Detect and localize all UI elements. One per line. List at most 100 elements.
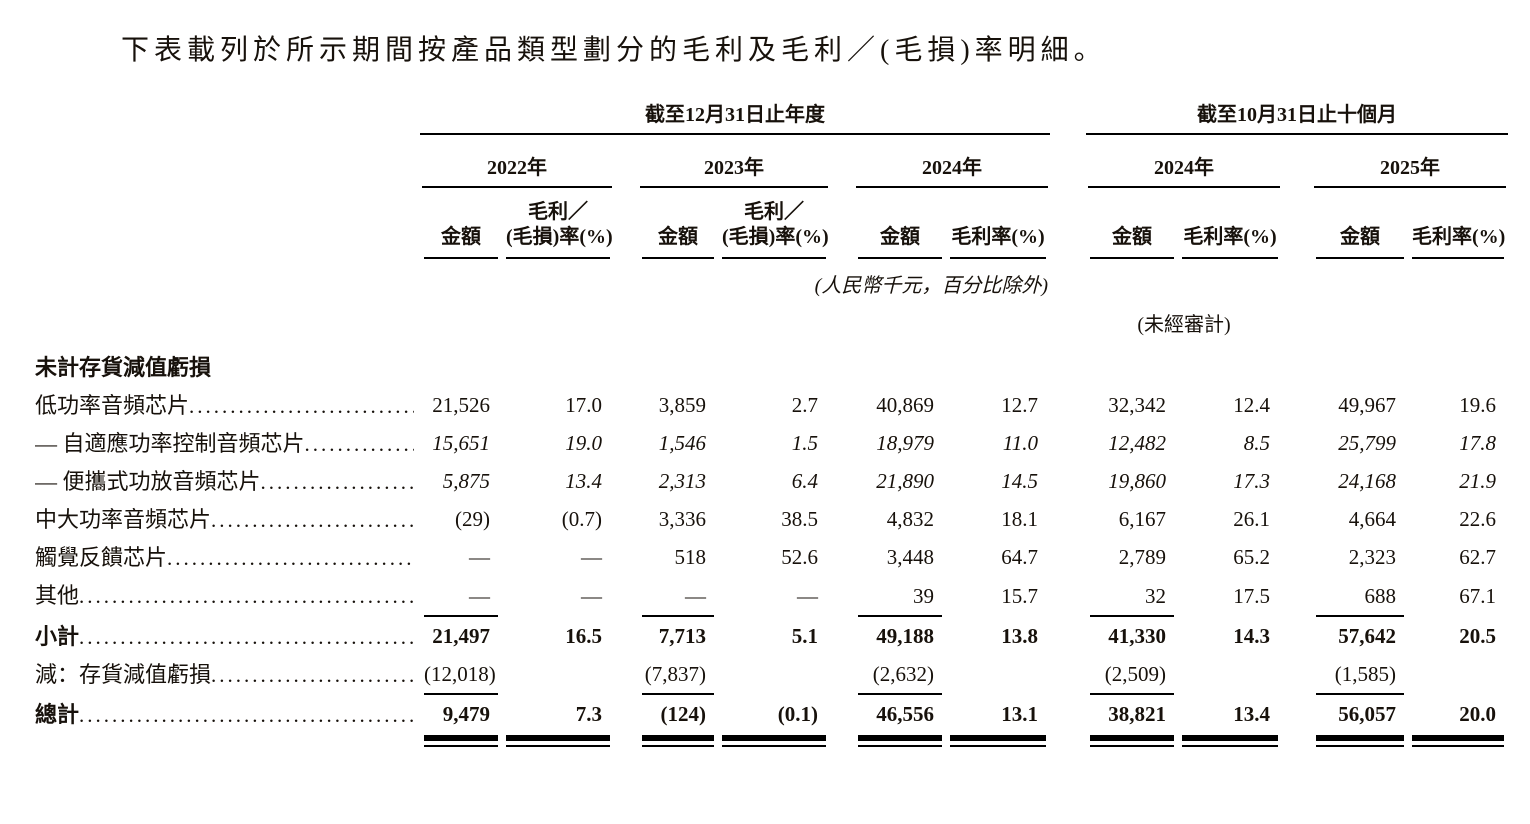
amount-cell: 2,313 [638, 462, 718, 500]
margin-cell: 12.4 [1178, 386, 1282, 424]
amount-cell: (1,585) [1312, 655, 1408, 693]
margin-cell: 11.0 [946, 424, 1050, 462]
margin-cell: 62.7 [1408, 538, 1508, 576]
amount-value: (2,632) [872, 661, 934, 686]
amount-header-cell: 金額 [854, 188, 946, 259]
dot-leader [79, 703, 414, 727]
margin-cell: 12.7 [946, 386, 1050, 424]
margin-cell: 14.3 [1178, 615, 1282, 655]
margin-value: 20.5 [1459, 623, 1496, 648]
margin-cell: (0.7) [502, 500, 614, 538]
margin-value: 13.8 [1001, 623, 1038, 648]
margin-cell: 26.1 [1178, 500, 1282, 538]
margin-header-line2: (毛損)率(%) [506, 225, 613, 248]
amount-cell: 6,167 [1086, 500, 1178, 538]
row-label-cell: 減：存貨減值虧損 [35, 655, 420, 693]
double-rule [1090, 735, 1174, 748]
margin-cell: 13.1 [946, 693, 1050, 733]
units-note-cell: (人民幣千元，百分比除外) [420, 259, 1050, 300]
period-group-ten-months-cell: 截至10月31日止十個月 [1086, 98, 1508, 135]
column-gap [1282, 188, 1312, 259]
dot-leader [305, 432, 414, 456]
margin-value [950, 679, 1046, 693]
year-header-2022: 2022年 [422, 135, 612, 188]
gross-profit-table: 截至12月31日止年度 截至10月31日止十個月 2022年 2023年 202… [35, 98, 1508, 748]
margin-value: 6.4 [791, 469, 818, 494]
margin-value: 8.5 [1243, 431, 1270, 456]
margin-value [722, 679, 826, 693]
margin-cell: 16.5 [502, 615, 614, 655]
amount-value: 4,664 [1348, 507, 1396, 532]
margin-cell: 18.1 [946, 500, 1050, 538]
column-gap [614, 693, 638, 733]
double-rule-cell [420, 733, 502, 748]
row-label-cell: — 便攜式功放音頻芯片 [35, 462, 420, 500]
margin-cell: 38.5 [718, 500, 830, 538]
margin-value: 62.7 [1459, 545, 1496, 570]
column-gap [1282, 693, 1312, 733]
margin-value: 26.1 [1233, 507, 1270, 532]
margin-cell [502, 655, 614, 693]
double-rule-row [35, 733, 1508, 748]
column-gap [1282, 733, 1312, 747]
column-gap [1050, 733, 1086, 747]
amount-cell: 3,859 [638, 386, 718, 424]
margin-value: 19.0 [565, 431, 602, 456]
margin-cell: 13.4 [502, 462, 614, 500]
column-gap [1050, 577, 1086, 615]
amount-cell: 49,188 [854, 614, 946, 655]
margin-header: 毛利率(%) [950, 213, 1046, 259]
amount-cell: 32 [1086, 577, 1178, 615]
amount-cell: 19,860 [1086, 462, 1178, 500]
amount-cell: (12,018) [420, 655, 502, 693]
row-label: 減：存貨減值虧損 [35, 661, 212, 687]
amount-header-cell: 金額 [1086, 188, 1178, 259]
row-label-cell: 總計 [35, 693, 420, 733]
amount-cell: 3,448 [854, 538, 946, 576]
unaudited-note-row: (未經審計) [35, 300, 1508, 341]
less-row: 減：存貨減值虧損 (12,018) (7,837) (2,632) (2,509… [35, 655, 1508, 693]
amount-value: 24,168 [1338, 469, 1396, 494]
amount-cell: 56,057 [1312, 693, 1408, 733]
margin-value: 12.4 [1233, 392, 1270, 417]
row-label: 中大功率音頻芯片 [35, 507, 212, 533]
column-gap [1050, 98, 1086, 135]
margin-cell: 21.9 [1408, 462, 1508, 500]
column-gap [1050, 386, 1086, 424]
amount-cell: 12,482 [1086, 424, 1178, 462]
margin-cell: 67.1 [1408, 577, 1508, 615]
margin-cell: 20.0 [1408, 693, 1508, 733]
margin-cell: — [502, 538, 614, 576]
margin-cell: 13.4 [1178, 693, 1282, 733]
double-rule [950, 735, 1046, 748]
amount-cell: 1,546 [638, 424, 718, 462]
year-header-2024: 2024年 [856, 135, 1048, 188]
amount-cell: 3,336 [638, 500, 718, 538]
double-rule-cell [1178, 733, 1282, 748]
amount-cell: 49,967 [1312, 386, 1408, 424]
dot-leader [167, 546, 414, 570]
margin-value: 22.6 [1459, 507, 1496, 532]
column-gap [1050, 693, 1086, 733]
amount-value: 21,890 [876, 469, 934, 494]
margin-cell: 8.5 [1178, 424, 1282, 462]
dot-leader [189, 394, 414, 418]
margin-value: 5.1 [791, 623, 818, 648]
amount-value: 12,482 [1108, 431, 1166, 456]
column-gap [1050, 615, 1086, 655]
row-label-cell: 小計 [35, 615, 420, 655]
column-gap [1282, 655, 1312, 693]
margin-cell: 17.3 [1178, 462, 1282, 500]
year-2024-interim-cell: 2024年 [1086, 135, 1282, 188]
year-2022-cell: 2022年 [420, 135, 614, 188]
column-gap [1050, 655, 1086, 693]
margin-value: 65.2 [1233, 545, 1270, 570]
margin-value: 15.7 [1001, 583, 1038, 608]
amount-value: 7,713 [642, 614, 714, 655]
amount-cell: 5,875 [420, 462, 502, 500]
amount-cell: 57,642 [1312, 614, 1408, 655]
margin-cell: 65.2 [1178, 538, 1282, 576]
margin-value: 17.5 [1233, 583, 1270, 608]
year-header-2024-interim: 2024年 [1088, 135, 1280, 188]
period-group-annual: 截至12月31日止年度 [420, 98, 1050, 135]
